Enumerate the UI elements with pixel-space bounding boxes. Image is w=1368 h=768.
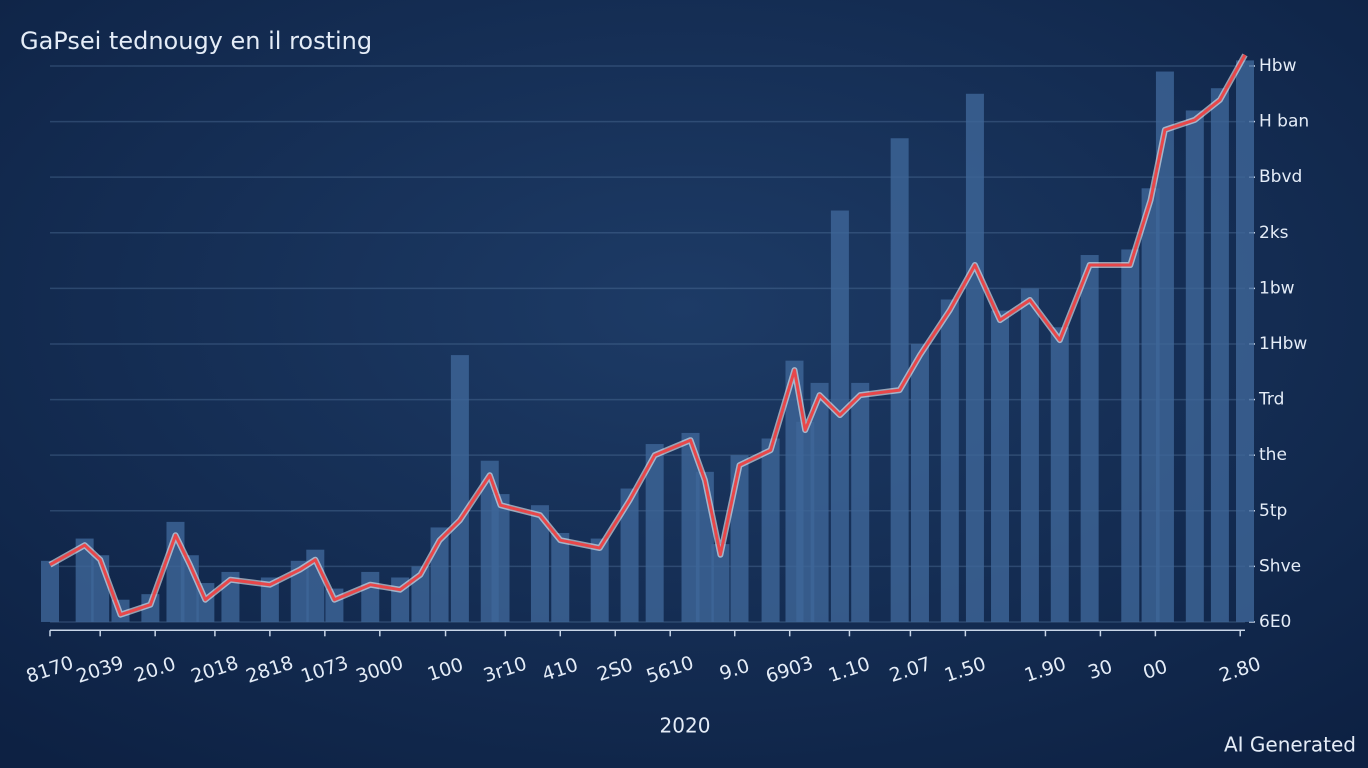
bar [991, 310, 1010, 622]
bar [910, 343, 929, 622]
watermark: AI Generated [1224, 733, 1356, 757]
bar [1236, 60, 1254, 622]
y-tick-label: 2ks [1259, 223, 1289, 243]
bar [1020, 288, 1039, 622]
y-tick-label: Bbvd [1259, 167, 1302, 187]
bar [491, 494, 510, 622]
y-tick-label: Hbw [1259, 56, 1297, 76]
bar [530, 505, 549, 622]
bar [1185, 110, 1204, 622]
y-tick-label: 1Hbw [1259, 334, 1307, 354]
x-axis-label: 2020 [660, 714, 711, 738]
bar [1210, 88, 1229, 622]
bar [711, 544, 730, 622]
bar [965, 93, 984, 622]
bar [681, 432, 700, 622]
bar [1141, 188, 1160, 622]
bar [940, 299, 959, 622]
bar [810, 382, 829, 622]
bar [851, 382, 870, 622]
bar [590, 538, 609, 622]
bar [1155, 71, 1174, 622]
y-tick-label: Trd [1258, 390, 1284, 410]
bar [1050, 327, 1069, 622]
chart-title: GaPsei tednougy en il rosting [20, 27, 372, 55]
bar [761, 438, 780, 622]
bar [890, 138, 909, 622]
y-tick-label: 5tp [1259, 501, 1287, 521]
bar [796, 421, 815, 622]
bar [1121, 249, 1140, 622]
y-tick-label: the [1259, 445, 1287, 465]
bar [645, 444, 664, 622]
y-tick-label: Shve [1259, 556, 1301, 576]
bar [1080, 255, 1099, 622]
bar [450, 355, 469, 622]
bar [260, 577, 279, 622]
bar [620, 488, 639, 622]
y-tick-label: 6E0 [1259, 612, 1291, 632]
bar [361, 571, 380, 622]
bar [290, 560, 309, 622]
bar [41, 560, 59, 622]
bar [551, 533, 570, 622]
line [49, 54, 1247, 617]
bar [730, 455, 749, 622]
y-tick-label: H ban [1259, 112, 1309, 132]
bar [75, 538, 94, 622]
y-tick-label: 1bw [1259, 278, 1295, 298]
